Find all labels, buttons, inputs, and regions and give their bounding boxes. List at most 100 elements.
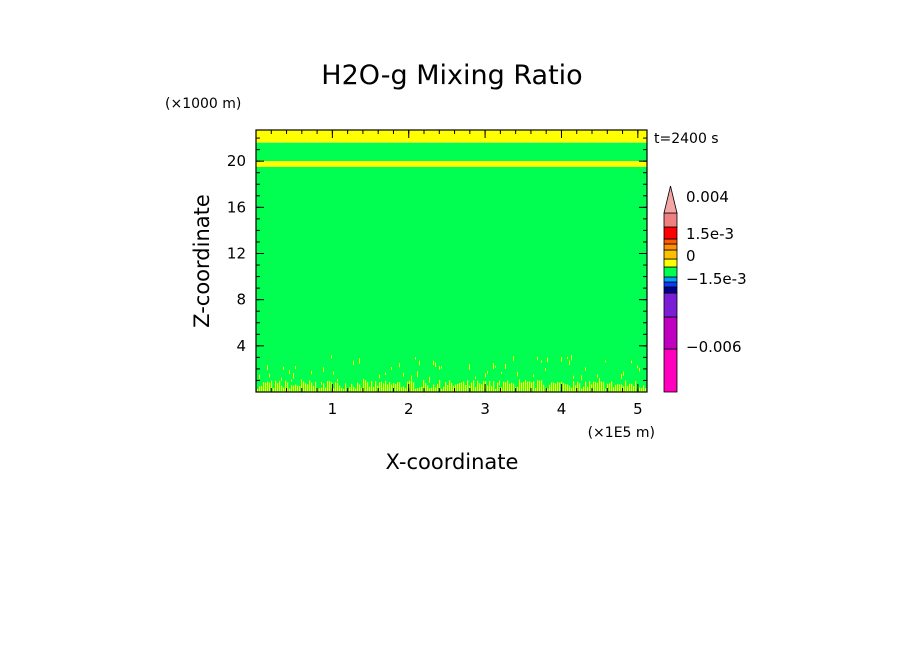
- noise-mark: [469, 364, 470, 370]
- noise-mark: [359, 384, 361, 392]
- noise-mark: [435, 362, 436, 367]
- noise-mark: [393, 383, 395, 392]
- noise-mark: [453, 385, 455, 392]
- noise-mark: [547, 388, 549, 392]
- noise-mark: [441, 366, 442, 369]
- noise-mark: [541, 360, 542, 363]
- noise-mark: [531, 382, 533, 392]
- noise-mark: [293, 372, 294, 379]
- noise-mark: [631, 360, 632, 364]
- noise-mark: [335, 382, 337, 392]
- colorbar-segment: [663, 316, 678, 350]
- noise-mark: [643, 385, 645, 392]
- noise-mark: [487, 385, 489, 392]
- noise-mark: [513, 356, 514, 361]
- noise-mark: [385, 372, 386, 375]
- y-tick-label: 16: [227, 198, 246, 216]
- noise-mark: [475, 376, 476, 379]
- noise-mark: [525, 381, 527, 392]
- noise-mark: [419, 360, 420, 366]
- noise-mark: [537, 357, 538, 361]
- noise-mark: [267, 365, 268, 370]
- noise-mark: [281, 377, 282, 381]
- noise-mark: [471, 382, 473, 392]
- noise-mark: [623, 386, 625, 392]
- noise-mark: [431, 387, 433, 392]
- noise-mark: [545, 387, 547, 392]
- noise-mark: [437, 383, 439, 392]
- noise-mark: [519, 381, 521, 392]
- noise-mark: [409, 380, 411, 392]
- noise-mark: [561, 356, 562, 362]
- noise-mark: [331, 382, 333, 392]
- noise-mark: [439, 380, 441, 392]
- noise-mark: [495, 365, 496, 368]
- noise-mark: [339, 385, 341, 392]
- noise-mark: [301, 383, 303, 392]
- noise-mark: [295, 365, 296, 370]
- noise-mark: [529, 381, 531, 392]
- noise-mark: [439, 366, 440, 370]
- noise-mark: [521, 382, 523, 392]
- colorbar-segment: [663, 286, 678, 294]
- colorbar-label: −0.006: [686, 338, 742, 356]
- noise-mark: [541, 380, 543, 392]
- noise-mark: [639, 367, 640, 372]
- noise-mark: [399, 382, 401, 392]
- noise-mark: [319, 388, 321, 392]
- noise-mark: [325, 387, 327, 392]
- noise-mark: [499, 387, 501, 392]
- noise-mark: [307, 384, 309, 392]
- colorbar-segment: [663, 281, 678, 288]
- noise-mark: [399, 363, 400, 368]
- noise-mark: [363, 378, 364, 385]
- noise-mark: [289, 388, 291, 392]
- noise-mark: [575, 385, 577, 392]
- noise-mark: [523, 381, 525, 392]
- x-unit-label: (×1E5 m): [588, 425, 655, 441]
- noise-mark: [517, 386, 519, 392]
- noise-mark: [473, 380, 475, 392]
- noise-mark: [419, 387, 421, 392]
- noise-mark: [379, 382, 381, 392]
- noise-mark: [601, 381, 603, 392]
- noise-mark: [603, 381, 605, 392]
- noise-mark: [501, 371, 502, 375]
- noise-mark: [573, 375, 574, 380]
- noise-mark: [401, 387, 403, 392]
- y-axis-ticks: 4 8 12 16 20: [227, 137, 647, 381]
- field-region-3: [256, 166, 647, 392]
- noise-mark: [369, 386, 371, 392]
- noise-mark: [315, 381, 317, 392]
- noise-mark: [343, 388, 345, 392]
- noise-mark: [429, 388, 431, 392]
- noise-mark: [535, 387, 537, 392]
- colorbar-segment: [663, 258, 678, 268]
- noise-mark: [609, 383, 611, 392]
- noise-mark: [273, 387, 275, 392]
- noise-mark: [493, 363, 494, 370]
- noise-mark: [553, 382, 555, 392]
- noise-mark: [259, 386, 261, 392]
- noise-mark: [483, 381, 485, 392]
- noise-mark: [337, 378, 338, 382]
- noise-mark: [357, 382, 359, 392]
- noise-mark: [415, 388, 417, 392]
- noise-mark: [427, 385, 429, 392]
- noise-mark: [275, 380, 277, 392]
- noise-mark: [305, 383, 307, 392]
- noise-mark: [599, 377, 600, 383]
- noise-mark: [441, 388, 443, 392]
- noise-mark: [567, 356, 568, 360]
- field-region-1: [256, 142, 647, 162]
- noise-mark: [291, 379, 292, 382]
- field-region-0: [256, 130, 647, 143]
- field-region-2: [256, 161, 647, 167]
- noise-mark: [299, 386, 301, 392]
- noise-mark: [407, 381, 409, 392]
- noise-mark: [461, 382, 463, 392]
- noise-mark: [323, 367, 324, 372]
- noise-mark: [635, 381, 637, 392]
- noise-mark: [391, 367, 392, 370]
- y-tick-label: 12: [227, 244, 246, 262]
